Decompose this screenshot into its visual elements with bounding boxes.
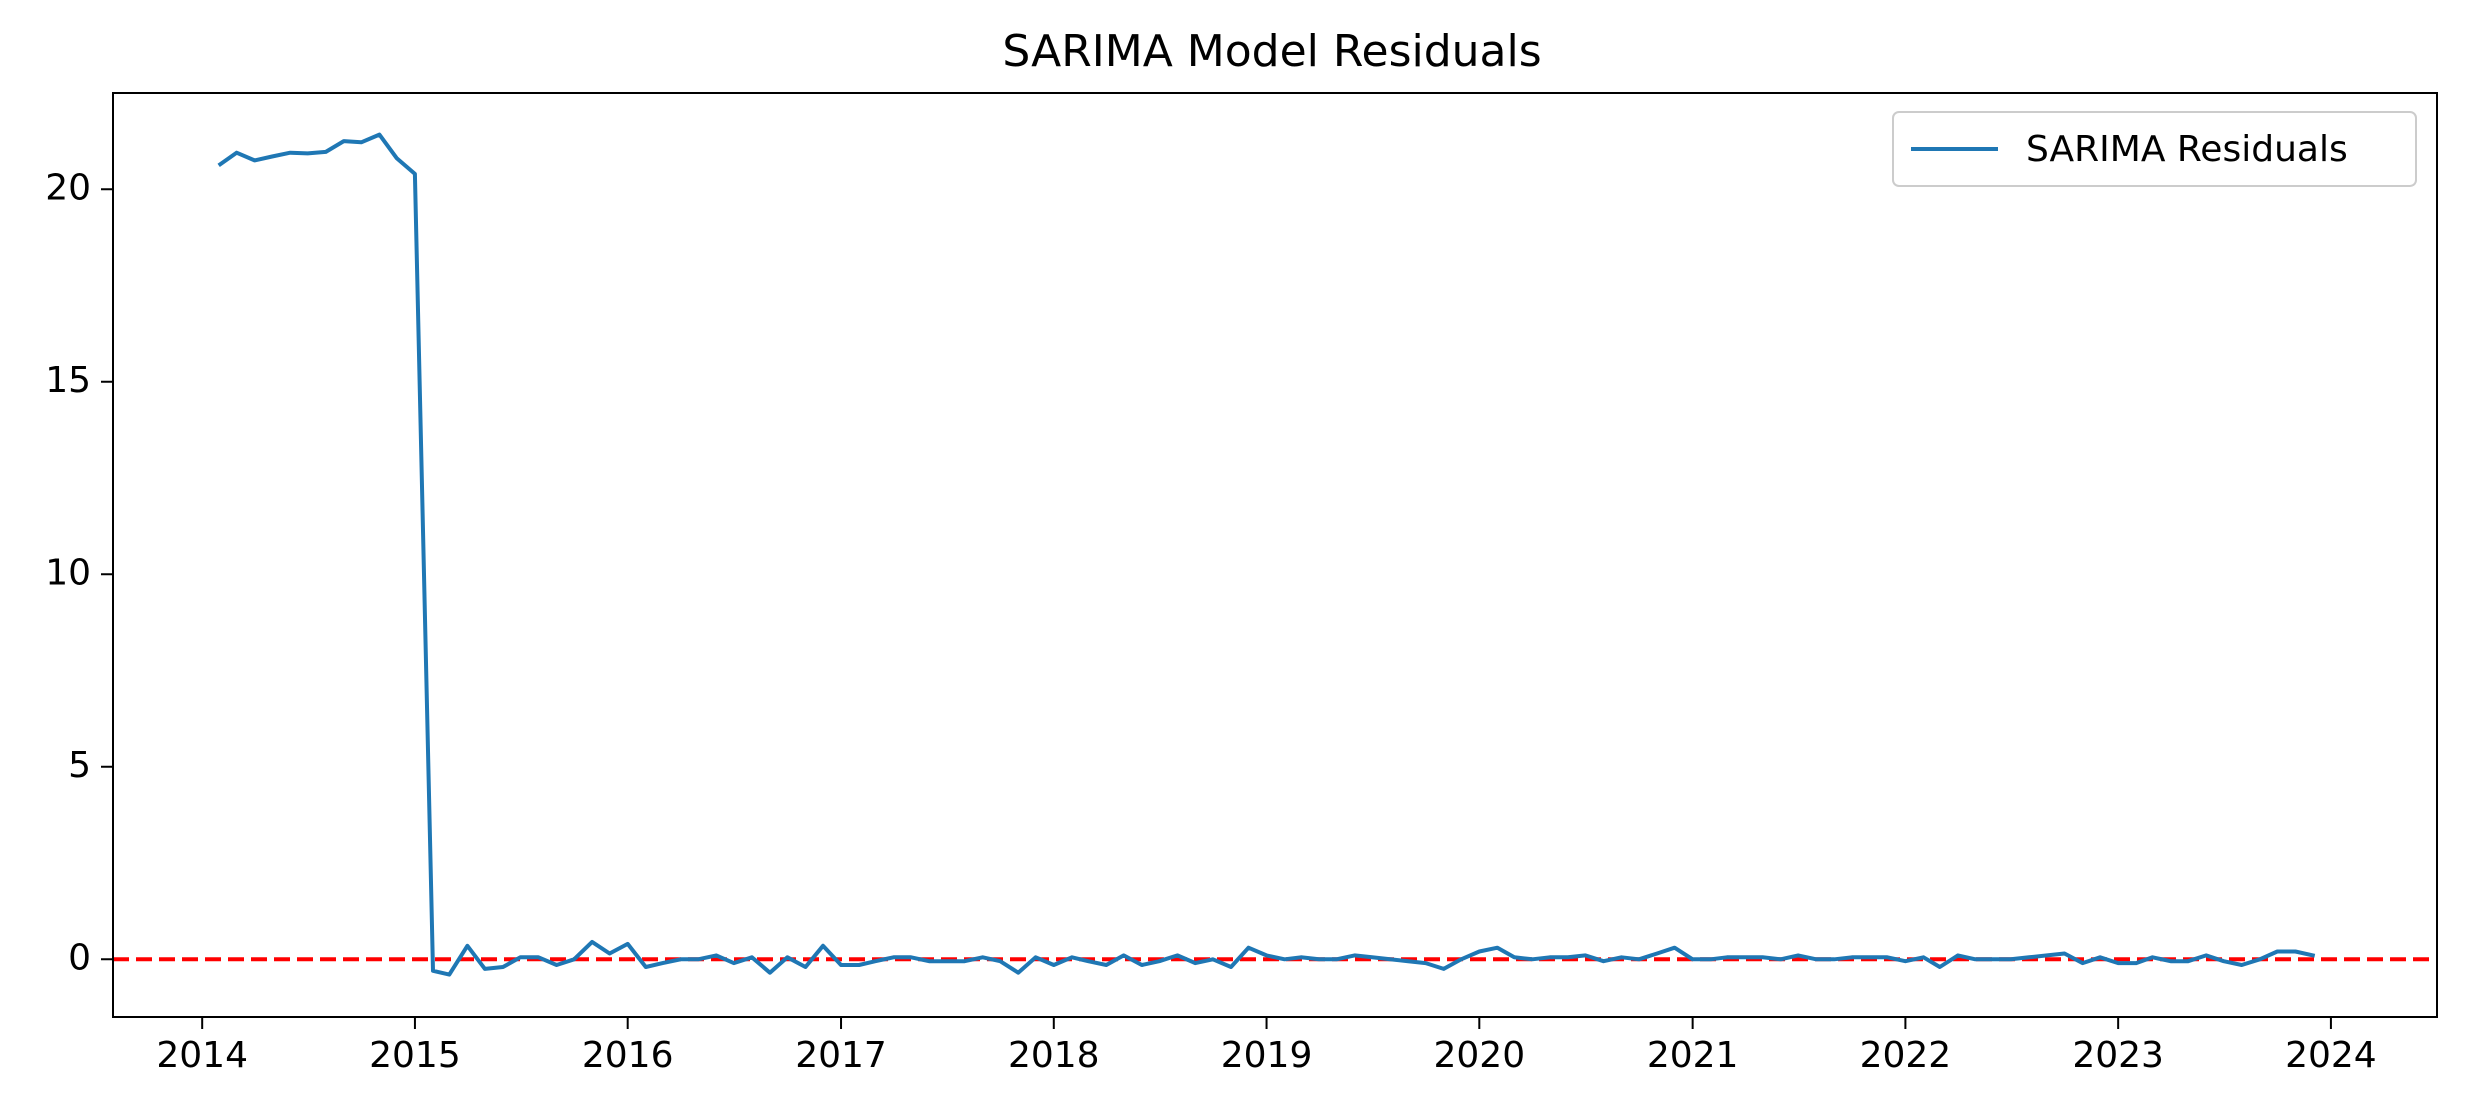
x-tick-label: 2020: [1433, 1035, 1525, 1076]
y-tick-label: 20: [45, 167, 91, 208]
y-tick-label: 10: [45, 552, 91, 593]
x-tick-label: 2017: [795, 1035, 887, 1076]
y-axis: 0 5 10 15 20: [45, 167, 113, 978]
x-tick-label: 2015: [369, 1035, 461, 1076]
y-tick-label: 15: [45, 360, 91, 401]
x-axis: 2014 2015 2016 2017 2018 2019 2020 2021 2022 2023…: [156, 1017, 2377, 1076]
plot-area-frame: [112, 92, 2438, 1018]
chart-title: SARIMA Model Residuals: [1002, 26, 1541, 77]
legend-box: [1892, 111, 2417, 187]
x-tick-label: 2018: [1008, 1035, 1100, 1076]
y-tick-label: 5: [68, 745, 91, 786]
y-tick-label: 0: [68, 937, 91, 978]
x-tick-label: 2019: [1221, 1035, 1313, 1076]
series-line-sarima-residuals: [217, 132, 2316, 977]
x-tick-label: 2021: [1647, 1035, 1739, 1076]
series-group: [217, 132, 2316, 977]
x-tick-label: 2023: [2072, 1035, 2164, 1076]
legend-label-sarima-residuals: SARIMA Residuals: [2026, 129, 2348, 170]
x-tick-label: 2016: [582, 1035, 674, 1076]
x-tick-label: 2022: [1860, 1035, 1952, 1076]
legend: SARIMA Residuals: [1892, 111, 2417, 187]
x-tick-label: 2024: [2285, 1035, 2377, 1076]
x-tick-label: 2014: [156, 1035, 248, 1076]
